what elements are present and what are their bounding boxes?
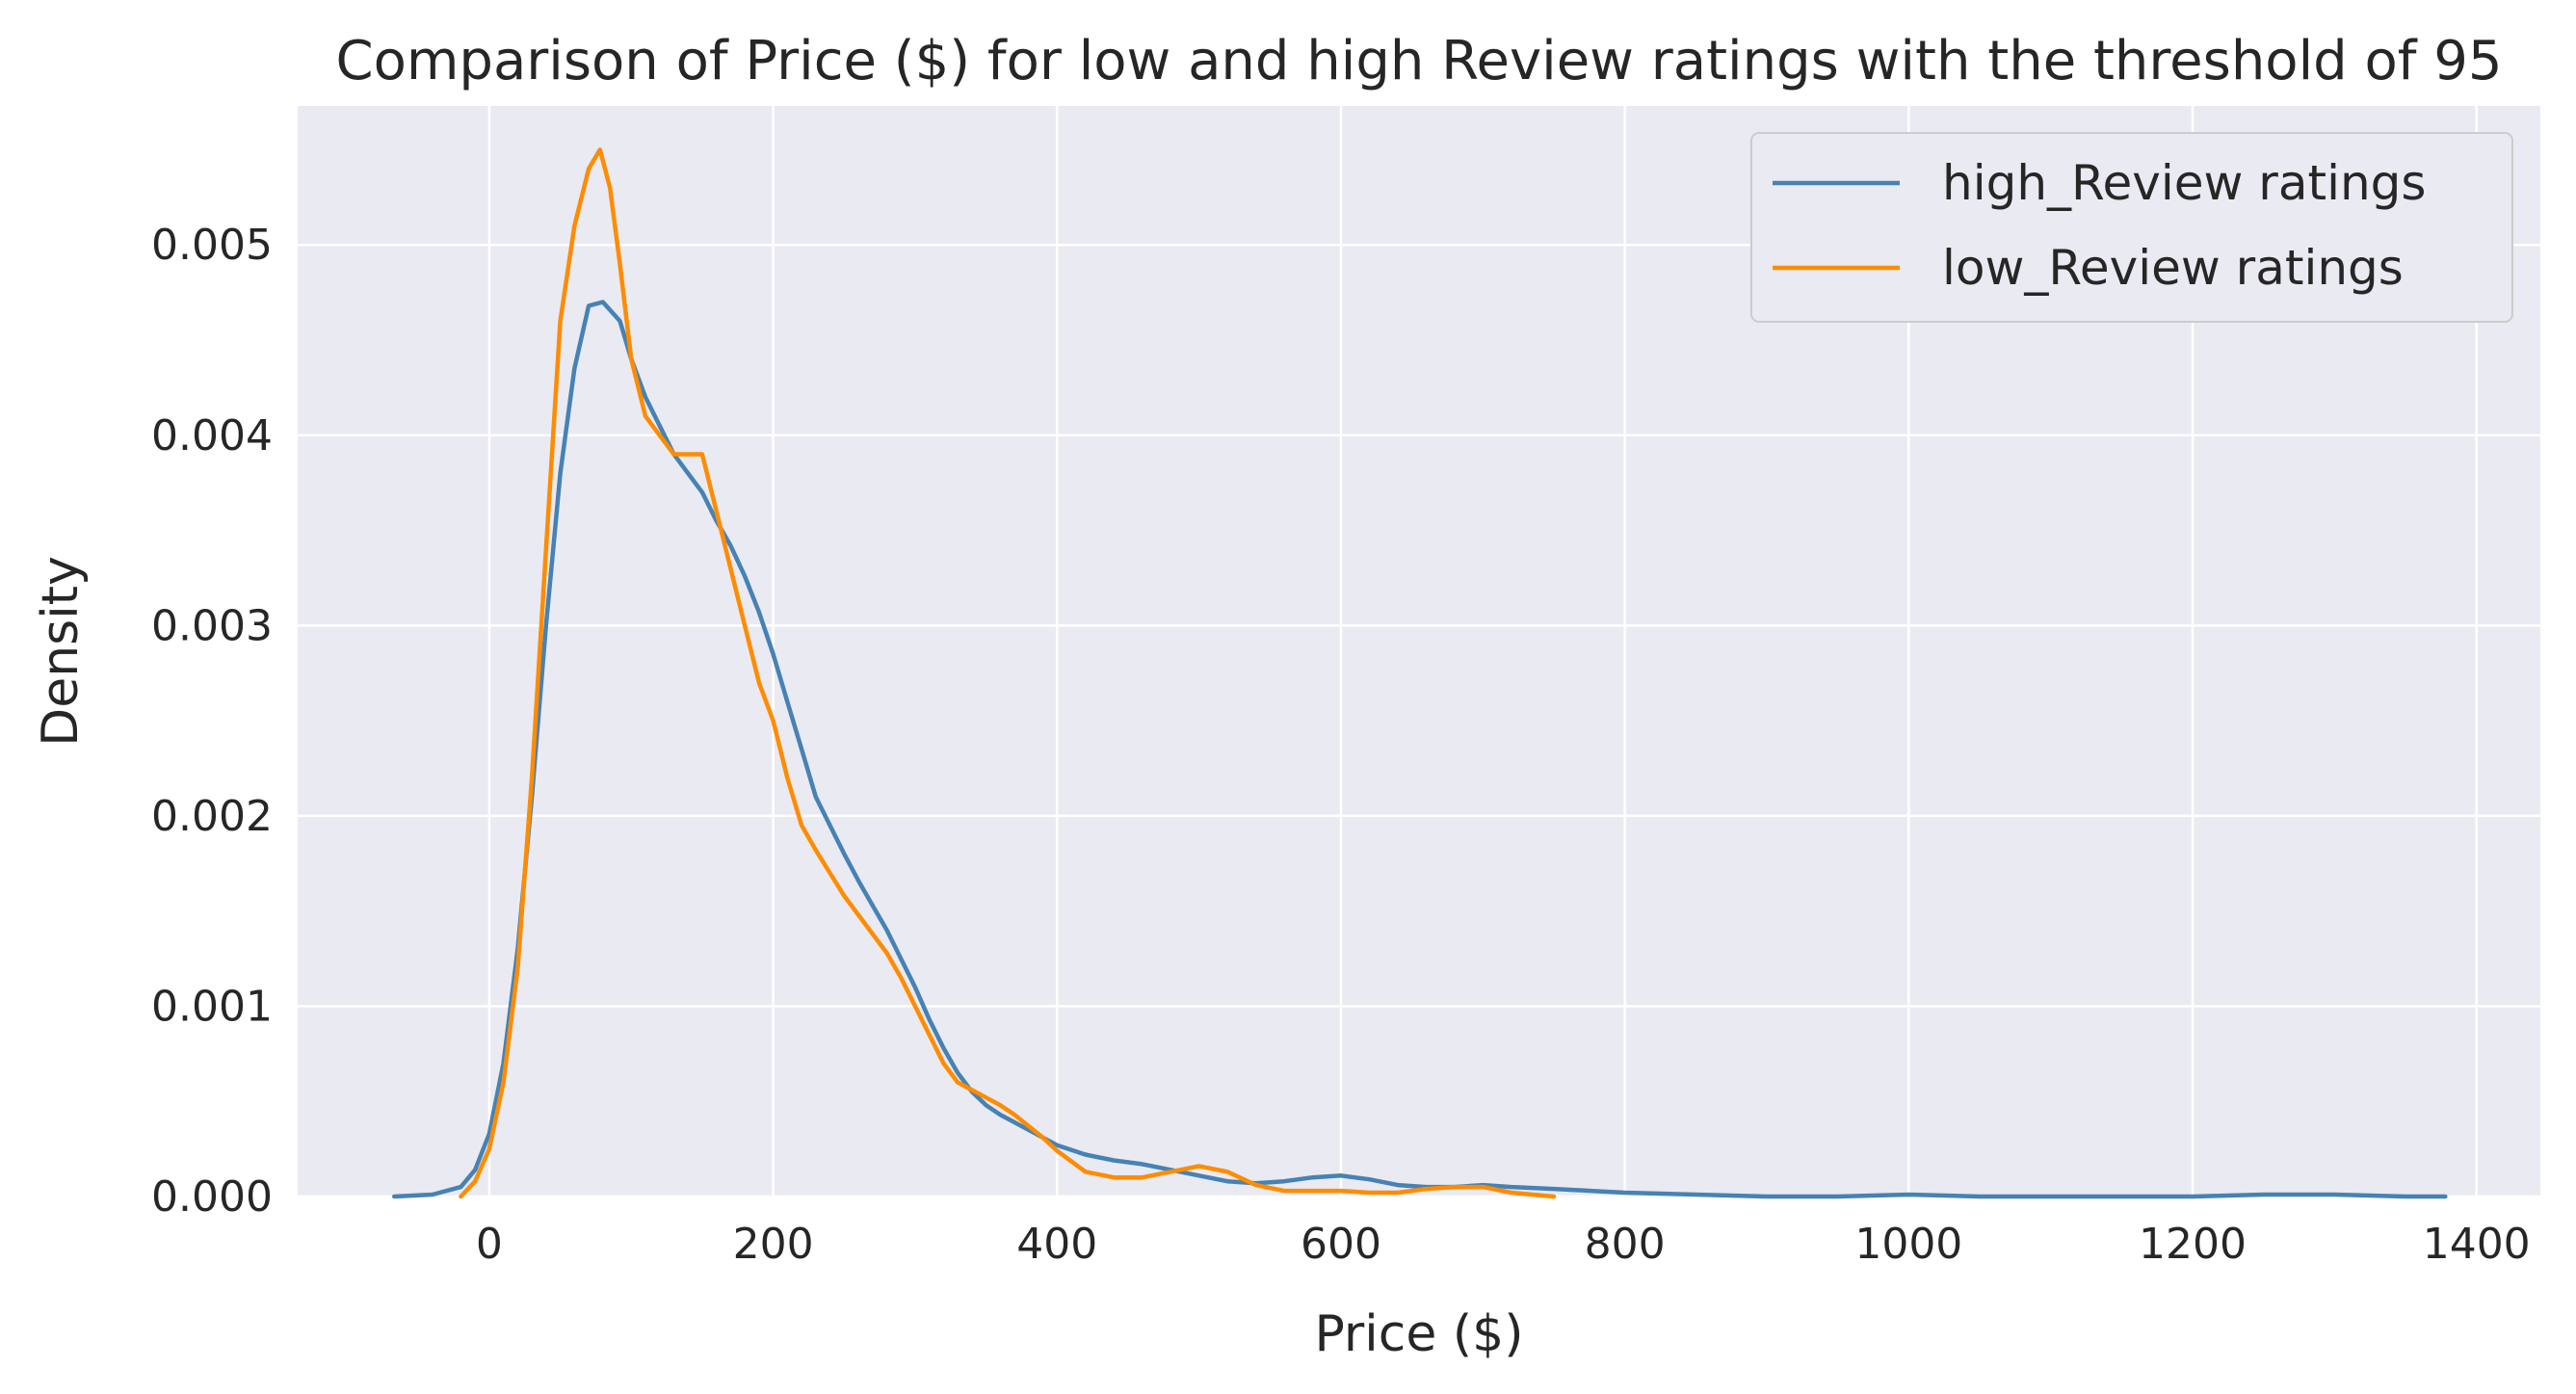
legend-box [1750,132,2513,323]
y-tick-label: 0.002 [151,792,273,841]
y-tick-label: 0.005 [151,221,273,270]
y-tick-label: 0.001 [151,982,273,1031]
x-tick-label: 1200 [2139,1220,2247,1269]
y-tick-label: 0.004 [151,411,273,460]
series-line-low [459,147,1557,1199]
legend-label-low: low_Review ratings [1942,240,2404,296]
x-tick-labels: 0 200 400 600 800 1000 1200 1400 [476,1220,2531,1269]
series-lines [391,147,2448,1199]
x-tick-label: 400 [1016,1220,1097,1269]
legend: high_Review ratings low_Review ratings [1750,132,2513,323]
x-tick-label: 800 [1585,1220,1666,1269]
y-tick-labels: 0.000 0.001 0.002 0.003 0.004 0.005 [151,221,273,1222]
x-tick-label: 600 [1301,1220,1381,1269]
x-axis-label: Price ($) [1314,1305,1523,1363]
legend-label-high: high_Review ratings [1942,155,2426,211]
x-tick-label: 0 [476,1220,503,1269]
series-line-high [391,300,2448,1199]
x-tick-label: 1000 [1854,1220,1962,1269]
y-tick-label: 0.000 [151,1172,273,1222]
y-axis-label: Density [32,556,90,747]
x-tick-label: 200 [733,1220,814,1269]
chart-title: Comparison of Price ($) for low and high… [335,30,2502,92]
x-tick-label: 1400 [2423,1220,2531,1269]
y-tick-label: 0.003 [151,601,273,650]
